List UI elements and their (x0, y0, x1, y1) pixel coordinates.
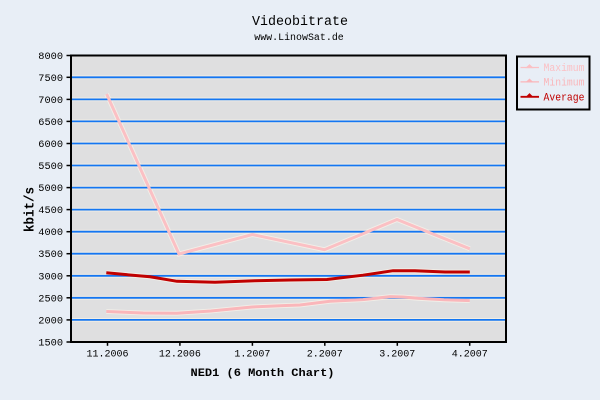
svg-text:6000: 6000 (38, 139, 63, 151)
svg-text:2.2007: 2.2007 (307, 350, 343, 361)
svg-text:kbit/s: kbit/s (23, 187, 39, 232)
svg-text:NED1 (6 Month Chart): NED1 (6 Month Chart) (191, 368, 335, 380)
svg-text:11.2006: 11.2006 (86, 350, 128, 361)
svg-text:Average: Average (544, 92, 585, 104)
svg-text:4.2007: 4.2007 (452, 350, 488, 361)
svg-text:5500: 5500 (38, 161, 63, 173)
svg-text:4500: 4500 (38, 205, 63, 217)
svg-text:6500: 6500 (38, 117, 63, 129)
svg-text:Minimum: Minimum (544, 78, 585, 90)
svg-text:7000: 7000 (38, 95, 63, 107)
svg-text:www.LinowSat.de: www.LinowSat.de (254, 32, 344, 44)
svg-text:3500: 3500 (38, 249, 63, 261)
svg-text:5000: 5000 (38, 183, 63, 195)
svg-text:2000: 2000 (38, 315, 63, 327)
svg-text:Videobitrate: Videobitrate (252, 15, 348, 30)
svg-text:4000: 4000 (38, 227, 63, 239)
svg-text:12.2006: 12.2006 (159, 350, 201, 361)
svg-text:1.2007: 1.2007 (234, 350, 270, 361)
svg-text:7500: 7500 (38, 73, 63, 85)
svg-text:2500: 2500 (38, 293, 63, 305)
svg-text:Maximum: Maximum (544, 63, 585, 75)
svg-text:8000: 8000 (38, 51, 63, 63)
svg-text:1500: 1500 (38, 338, 63, 350)
svg-text:3.2007: 3.2007 (379, 350, 415, 361)
svg-text:3000: 3000 (38, 271, 63, 283)
